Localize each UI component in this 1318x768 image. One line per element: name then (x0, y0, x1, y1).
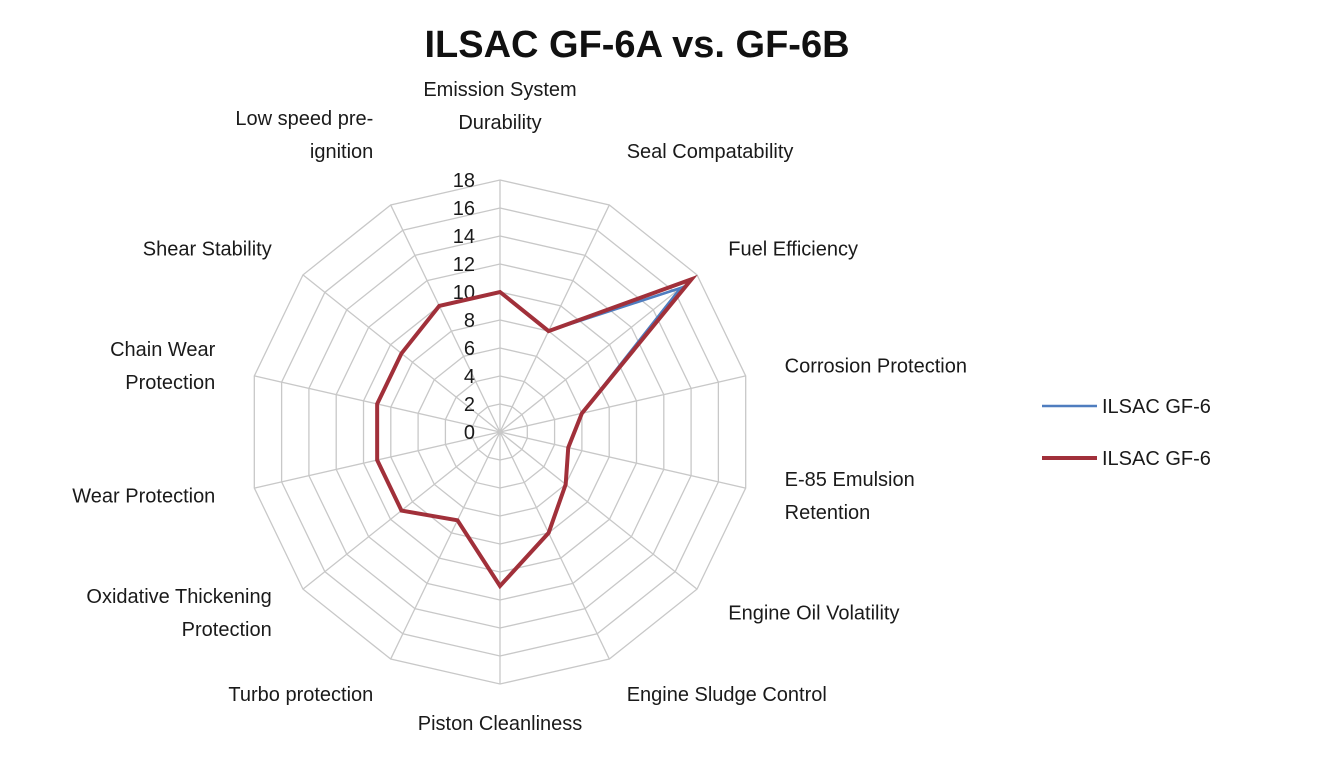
category-label: Emission System Durability (423, 79, 576, 134)
category-label-line: Piston Cleanliness (418, 713, 583, 735)
grid-spoke (499, 431, 746, 489)
category-labels: Emission System Durability Seal Compatabil… (72, 79, 967, 735)
series-line (375, 285, 685, 589)
grid-spoke (499, 204, 610, 433)
category-label-line: Emission System (423, 79, 576, 101)
category-label-line: Engine Sludge Control (627, 684, 827, 706)
category-label-line: Seal Compatability (627, 141, 794, 163)
category-label: Seal Compatability (627, 141, 794, 163)
category-label-line: Protection (125, 372, 215, 394)
category-label: Shear Stability (143, 238, 272, 260)
category-label: Turbo protection (228, 684, 373, 706)
r-tick-label: 4 (464, 366, 475, 388)
category-label: Engine Oil Volatility (728, 603, 899, 625)
category-label-line: Protection (182, 619, 272, 641)
radar-grid (253, 179, 747, 685)
legend: ILSAC GF-6 ILSAC GF-6 (1042, 396, 1211, 470)
category-label-line: ignition (310, 141, 373, 163)
r-tick-label: 14 (453, 226, 475, 248)
chart-title: ILSAC GF-6A vs. GF-6B (424, 24, 849, 66)
r-tick-label: 8 (464, 310, 475, 332)
legend-label: ILSAC GF-6 (1102, 448, 1211, 470)
r-tick-label: 16 (453, 198, 475, 220)
r-tick-label: 6 (464, 338, 475, 360)
r-tick-label: 12 (453, 254, 475, 276)
category-label: E-85 Emulsion Retention (785, 469, 915, 524)
r-tick-label: 0 (464, 422, 475, 444)
category-label-line: Retention (785, 502, 871, 524)
category-label-line: E-85 Emulsion (785, 469, 915, 491)
legend-label: ILSAC GF-6 (1102, 396, 1211, 418)
grid-spoke (499, 431, 698, 590)
category-label-line: Chain Wear (110, 339, 216, 361)
category-label: Fuel Efficiency (728, 238, 858, 260)
category-label-line: Corrosion Protection (785, 356, 967, 378)
r-tick-label: 2 (464, 394, 475, 416)
category-label-line: Low speed pre- (235, 108, 373, 130)
category-label-line: Turbo protection (228, 684, 373, 706)
category-label: Wear Protection (72, 485, 215, 507)
category-label-line: Shear Stability (143, 238, 272, 260)
category-label-line: Wear Protection (72, 485, 215, 507)
series-line (375, 274, 698, 590)
grid-spoke (499, 375, 746, 433)
category-label: Corrosion Protection (785, 356, 967, 378)
category-label: Oxidative Thickening Protection (86, 586, 271, 641)
category-label-line: Fuel Efficiency (728, 238, 858, 260)
grid-spoke (390, 204, 501, 433)
r-tick-label: 18 (453, 170, 475, 192)
category-label-line: Oxidative Thickening (86, 586, 271, 608)
category-label: Low speed pre-ignition (235, 108, 373, 163)
category-label-line: Durability (458, 112, 541, 134)
category-label-line: Engine Oil Volatility (728, 603, 899, 625)
grid-spoke (390, 431, 501, 660)
data-series (375, 274, 698, 590)
grid-spoke (499, 274, 698, 433)
grid-spoke (499, 431, 610, 660)
category-label: Engine Sludge Control (627, 684, 827, 706)
category-label: Piston Cleanliness (418, 713, 583, 735)
category-label: Chain Wear Protection (110, 339, 216, 394)
